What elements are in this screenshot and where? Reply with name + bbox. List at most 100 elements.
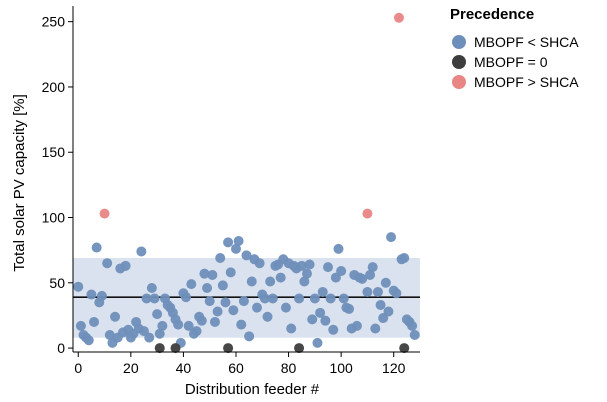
data-point [393,12,404,23]
data-point [136,246,147,257]
legend: Precedence MBOPF < SHCA MBOPF = 0 MBOPF > … [450,6,579,90]
data-point [217,280,228,291]
legend-marker [452,55,466,69]
data-point [338,293,349,304]
legend-title: Precedence [450,6,534,23]
data-point [99,208,110,219]
series-0 [73,232,420,348]
data-point [370,323,381,334]
series-2 [99,12,404,219]
data-point [191,326,202,337]
data-point [391,288,402,299]
data-point [220,297,231,308]
data-point [386,232,397,243]
data-point [254,258,265,269]
data-point [212,306,223,317]
data-point [86,289,97,300]
data-point [230,243,241,254]
data-point [309,293,320,304]
x-tick-label: 0 [74,360,82,376]
data-point [317,286,328,297]
x-tick-label: 60 [228,360,244,376]
x-axis-title: Distribution feeder # [185,381,320,398]
data-point [173,319,184,330]
y-tick-label: 150 [42,144,66,160]
data-point [241,250,252,261]
data-point [286,323,297,334]
data-point [183,320,194,331]
data-point [307,314,318,325]
data-point [265,276,276,287]
y-tick-label: 0 [57,340,65,356]
data-point [207,269,218,280]
data-point [383,306,394,317]
data-point [365,269,376,280]
y-axis-title: Total solar PV capacity [%] [11,94,28,272]
data-point [246,276,257,287]
legend-label: MBOPF < SHCA [474,34,579,50]
data-point [333,243,344,254]
data-point [294,293,305,304]
y-tick-label: 50 [49,275,65,291]
data-point [83,335,94,346]
data-point [89,316,100,327]
data-point [304,259,315,270]
legend-label: MBOPF = 0 [474,54,548,70]
legend-label: MBOPF > SHCA [474,74,579,90]
axes: 0 20 40 60 80 100 120 0 50 100 150 200 250 [42,6,420,376]
data-point [322,262,333,273]
data-point [102,258,113,269]
data-point [154,343,165,354]
data-point [299,276,310,287]
data-point [296,260,307,271]
data-point [91,242,102,253]
data-point [223,237,234,248]
data-point [186,279,197,290]
data-point [154,328,165,339]
data-point [96,290,107,301]
data-point [144,332,155,343]
data-point [301,268,312,279]
data-point [141,293,152,304]
data-point [372,286,383,297]
data-point [275,272,286,283]
data-point [336,266,347,277]
data-point [73,281,84,292]
data-point [262,311,273,322]
data-point [362,208,373,219]
x-tick-label: 100 [329,360,353,376]
data-point [375,299,386,310]
data-point [315,307,326,318]
data-point [223,343,234,354]
data-point [244,331,255,342]
data-point [204,296,215,307]
data-point [259,293,270,304]
data-point [149,293,160,304]
data-point [209,316,220,327]
data-point [328,324,339,335]
data-point [280,302,291,313]
data-point [320,315,331,326]
data-point [325,293,336,304]
data-point [202,283,213,294]
x-tick-label: 40 [176,360,192,376]
data-point [367,262,378,273]
data-point [399,343,410,354]
data-point [267,293,278,304]
data-point [399,252,410,263]
data-point [181,292,192,303]
x-tick-label: 20 [123,360,139,376]
legend-marker [452,75,466,89]
data-point [157,320,168,331]
data-point [362,286,373,297]
data-point [236,319,247,330]
data-point [252,302,263,313]
y-tick-label: 200 [42,79,66,95]
legend-marker [452,35,466,49]
data-point [238,296,249,307]
data-point [170,343,181,354]
data-point [104,330,115,341]
data-point [199,268,210,279]
data-point [409,330,420,341]
data-point [380,277,391,288]
